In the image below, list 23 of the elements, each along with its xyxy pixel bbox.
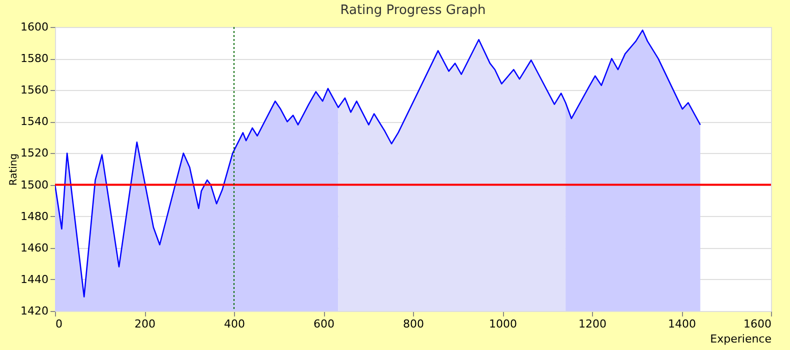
y-tick-label: 1480 bbox=[20, 210, 48, 223]
chart-title: Rating Progress Graph bbox=[340, 3, 486, 18]
x-tick-label: 400 bbox=[224, 318, 245, 330]
y-tick-label: 1520 bbox=[20, 146, 48, 160]
x-tick-label: 1000 bbox=[489, 318, 517, 330]
y-tick-label: 1580 bbox=[20, 52, 48, 66]
x-tick-label: 1200 bbox=[578, 318, 606, 330]
x-tick-label: 200 bbox=[134, 318, 156, 330]
y-tick-label: 1420 bbox=[20, 304, 48, 318]
x-axis-title: Experience bbox=[710, 332, 772, 346]
x-tick-label: 800 bbox=[403, 318, 424, 330]
y-axis-title: Rating bbox=[8, 153, 20, 186]
y-tick-label: 1540 bbox=[20, 115, 48, 128]
x-tick-label: 600 bbox=[314, 318, 334, 330]
x-tick-label: 1400 bbox=[668, 318, 696, 330]
y-tick-label: 1500 bbox=[20, 178, 48, 192]
y-tick-label: 1440 bbox=[20, 272, 48, 286]
y-tick-label: 1560 bbox=[20, 84, 48, 97]
y-tick-label: 1460 bbox=[20, 241, 48, 254]
y-tick-label: 1600 bbox=[20, 20, 48, 34]
x-tick-label: 0 bbox=[56, 318, 62, 330]
line-series bbox=[55, 30, 701, 298]
x-tick-label: 1600 bbox=[744, 318, 772, 330]
